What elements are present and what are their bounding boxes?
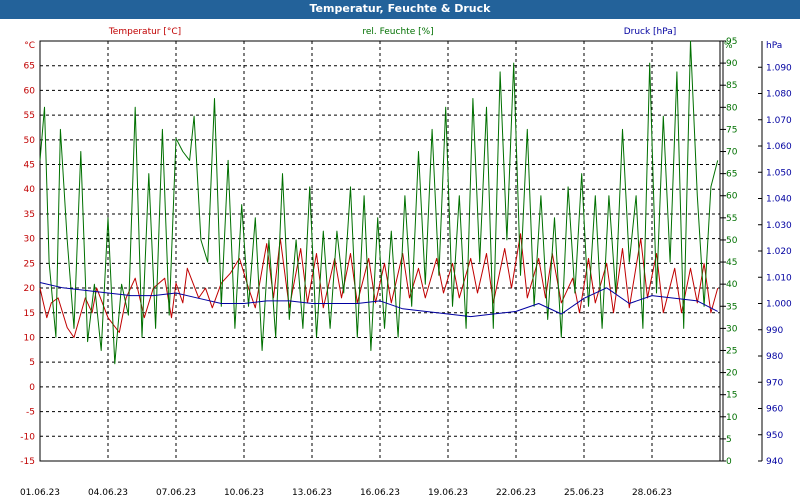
hum-tick-label: 80: [726, 103, 738, 113]
hum-tick-label: 50: [726, 236, 738, 246]
hum-tick-label: 85: [726, 81, 737, 91]
chart-title: Temperatur, Feuchte & Druck: [0, 0, 800, 19]
press-tick-label: 940: [766, 457, 783, 467]
temp-tick-label: -5: [26, 408, 35, 418]
hum-axis: 0 5 10 15 20 25 30 35 40 45 50 55 60 65 70 75 80 85 90 95: [720, 37, 738, 467]
x-tick-label: 13.06.23: [292, 488, 332, 498]
hum-tick-label: 35: [726, 302, 737, 312]
hum-tick-label: 90: [726, 59, 738, 69]
x-tick-label: 25.06.23: [564, 488, 604, 498]
press-tick-label: 950: [766, 431, 783, 441]
temp-tick-label: 55: [24, 111, 35, 121]
x-tick-label: 16.06.23: [360, 488, 400, 498]
temp-tick-label: 25: [24, 259, 35, 269]
hum-tick-label: 10: [726, 413, 738, 423]
hum-tick-label: 5: [726, 435, 732, 445]
temp-tick-label: 60: [24, 86, 36, 96]
hum-tick-label: 40: [726, 280, 738, 290]
press-tick-label: 1.000: [766, 300, 792, 310]
hum-tick-label: 65: [726, 170, 737, 180]
temp-tick-label: 10: [24, 333, 36, 343]
hum-tick-label: 55: [726, 214, 737, 224]
x-tick-label: 19.06.23: [428, 488, 468, 498]
press-tick-label: 1.070: [766, 116, 792, 126]
press-tick-label: 1.090: [766, 63, 792, 73]
temp-tick-label: 40: [24, 185, 36, 195]
press-tick-label: 1.010: [766, 273, 792, 283]
temp-axis: -15 -10 -5 0 5 10 15 20 25 30 35 40 45 50 55 60 65: [20, 62, 35, 467]
press-tick-label: 980: [766, 352, 783, 362]
x-axis: 01.06.23 04.06.23 07.06.23 10.06.23 13.06.23…: [20, 488, 672, 498]
temp-tick-label: 0: [29, 383, 35, 393]
x-tick-label: 10.06.23: [224, 488, 264, 498]
hum-tick-label: 20: [726, 369, 738, 379]
temp-tick-label: 30: [24, 235, 36, 245]
press-axis: 940 950 960 970 980 990 1.000 1.010 1.020 1.030 1.…: [758, 41, 792, 467]
x-tick-label: 07.06.23: [156, 488, 196, 498]
hum-tick-label: 70: [726, 148, 738, 158]
x-tick-label: 22.06.23: [496, 488, 536, 498]
press-axis-title: Druck [hPa]: [624, 27, 677, 37]
temp-axis-title: Temperatur [°C]: [108, 27, 181, 37]
plot-frame: [39, 40, 721, 462]
temp-tick-label: 35: [24, 210, 35, 220]
temp-tick-label: -15: [20, 457, 35, 467]
x-tick-label: 28.06.23: [632, 488, 672, 498]
press-tick-label: 970: [766, 378, 783, 388]
hum-unit-label: %: [724, 41, 733, 51]
chart-canvas: -15 -10 -5 0 5 10 15 20 25 30 35 40 45 50 55 60 65 0 5 10 1…: [20, 27, 792, 498]
series-line-hum: [39, 40, 719, 365]
x-tick-label: 01.06.23: [20, 488, 60, 498]
temp-unit-label: °C: [24, 41, 35, 51]
press-tick-label: 960: [766, 405, 783, 415]
x-tick-label: 04.06.23: [88, 488, 128, 498]
series-line-temp: [39, 233, 719, 338]
press-tick-label: 1.080: [766, 90, 792, 100]
temp-tick-label: -10: [20, 432, 35, 442]
press-unit-label: hPa: [766, 41, 782, 51]
temp-tick-label: 20: [24, 284, 36, 294]
temp-tick-label: 15: [24, 309, 35, 319]
hum-tick-label: 60: [726, 192, 738, 202]
press-tick-label: 990: [766, 326, 783, 336]
hum-tick-label: 25: [726, 346, 737, 356]
press-tick-label: 1.040: [766, 195, 792, 205]
press-tick-label: 1.030: [766, 221, 792, 231]
temp-tick-label: 65: [24, 62, 35, 72]
series-group: [39, 40, 719, 365]
series-line-press: [39, 282, 718, 318]
hum-tick-label: 15: [726, 391, 737, 401]
hum-tick-label: 30: [726, 324, 738, 334]
temp-tick-label: 50: [24, 136, 36, 146]
press-tick-label: 1.020: [766, 247, 792, 257]
temp-tick-label: 5: [29, 358, 35, 368]
press-tick-label: 1.060: [766, 142, 792, 152]
hum-tick-label: 75: [726, 125, 737, 135]
temp-tick-label: 45: [24, 161, 35, 171]
hum-tick-label: 45: [726, 258, 737, 268]
press-tick-label: 1.050: [766, 168, 792, 178]
hum-tick-label: 0: [726, 457, 732, 467]
hum-tick-label: 95: [726, 37, 737, 47]
hum-axis-title: rel. Feuchte [%]: [362, 27, 433, 37]
